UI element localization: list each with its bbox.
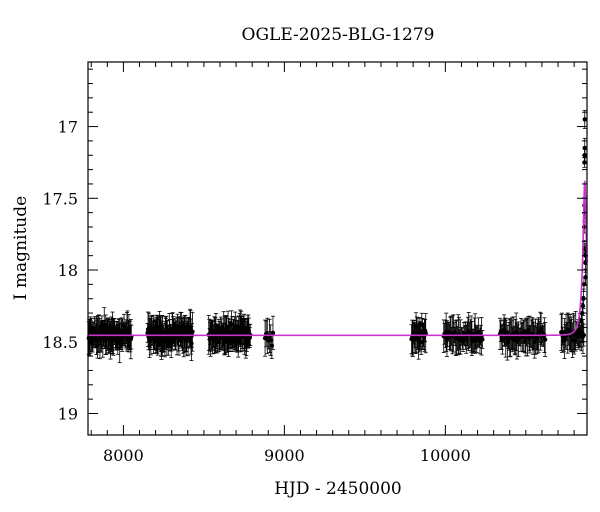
chart-title: OGLE-2025-BLG-1279 [242, 25, 435, 45]
data-point [148, 337, 154, 342]
y-tick-label: 17.5 [42, 189, 78, 208]
x-tick-label: 8000 [103, 446, 144, 465]
data-point [221, 339, 227, 344]
data-point [423, 330, 428, 336]
data-point [190, 329, 195, 334]
x-tick-label: 10000 [420, 446, 471, 465]
data-point [119, 338, 125, 343]
data-point [102, 322, 107, 328]
data-point [419, 339, 424, 345]
data-point [246, 329, 252, 334]
data-point [229, 321, 234, 327]
data-marks [86, 109, 588, 364]
data-point [582, 145, 587, 151]
data-point [268, 337, 273, 343]
y-tick-label: 19 [58, 404, 78, 423]
data-point [419, 322, 425, 328]
data-point [211, 336, 216, 341]
data-point [100, 336, 106, 342]
data-point [92, 326, 97, 331]
data-point [476, 329, 481, 334]
data-point [572, 338, 578, 343]
data-point [169, 339, 174, 345]
data-point [176, 338, 182, 343]
data-point [581, 332, 586, 338]
data-point [480, 337, 485, 342]
data-point [534, 336, 540, 341]
y-tick-label: 17 [58, 118, 78, 137]
data-point [464, 337, 469, 342]
data-point [452, 330, 457, 335]
data-point [413, 324, 419, 329]
data-points [86, 117, 588, 348]
data-point [559, 330, 565, 335]
data-point [183, 325, 188, 330]
model-curve [88, 180, 588, 337]
y-axis-label: I magnitude [11, 196, 31, 300]
data-point [100, 328, 105, 333]
data-point [582, 160, 587, 165]
error-bars [86, 109, 588, 364]
data-point [89, 329, 94, 334]
data-point [460, 339, 466, 344]
plot-frame [87, 61, 588, 436]
x-tick-label: 9000 [264, 446, 305, 465]
axis-ticks: 8000 9000 10000 17 17.5 18 18.5 19 [42, 62, 587, 465]
x-axis-label: HJD - 2450000 [274, 479, 402, 499]
y-tick-label: 18.5 [42, 333, 78, 352]
data-point [226, 336, 232, 342]
y-tick-label: 18 [58, 261, 78, 280]
data-point [582, 117, 587, 122]
data-point [542, 337, 548, 342]
data-point [526, 327, 531, 333]
data-point [532, 339, 537, 345]
data-point [580, 303, 586, 309]
data-point [270, 330, 276, 336]
data-point [168, 335, 173, 340]
data-point [504, 330, 509, 336]
data-point [269, 343, 275, 348]
data-point [538, 326, 544, 332]
data-point [579, 318, 584, 323]
data-point [522, 339, 528, 344]
data-point [121, 323, 127, 329]
data-point [189, 341, 194, 346]
